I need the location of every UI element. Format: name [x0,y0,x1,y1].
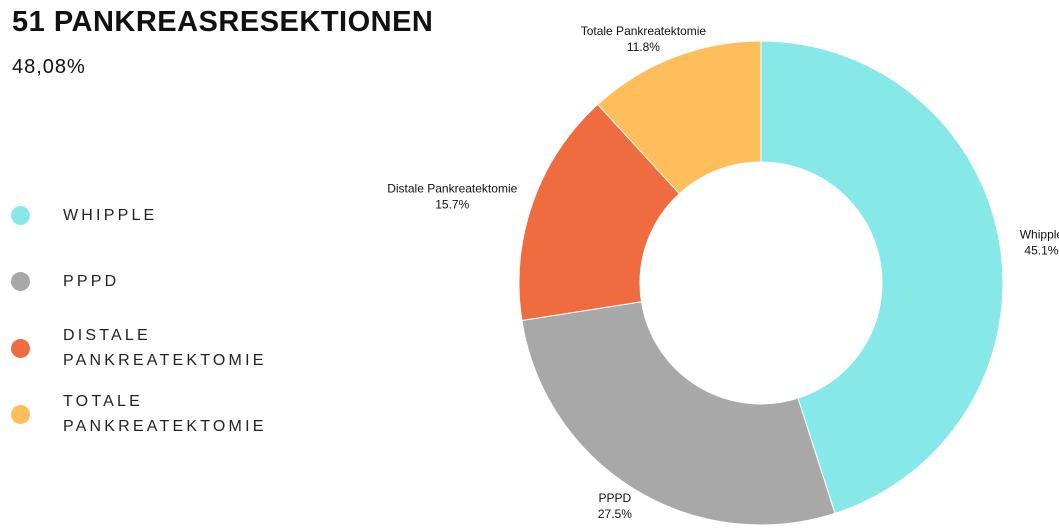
slice-label: Totale Pankreatektomie [581,24,707,38]
slice-value-label: 15.7% [435,197,469,211]
slice-label: Distale Pankreatektomie [387,181,517,195]
chart-title: 51 PANKREASRESEKTIONEN [12,6,434,38]
chart-subtitle: 48,08% [12,56,86,78]
legend-swatch [11,338,30,358]
donut-slice [521,301,836,526]
legend-item: TOTALE PANKREATEKTOMIE [11,389,301,439]
legend-label: TOTALE PANKREATEKTOMIE [63,393,267,435]
donut-slice [518,103,681,322]
legend-label: PPPD [63,272,120,290]
slice-value-label: 45.1% [1024,243,1058,257]
legend-item: PPPD [11,256,301,306]
legend-label: DISTALE PANKREATEKTOMIE [63,327,267,369]
legend-swatch [11,205,30,225]
donut-slice [760,40,1004,515]
donut-slice [596,40,762,195]
legend-swatch [11,271,30,291]
legend-swatch [11,404,30,424]
slice-value-label: 11.8% [627,40,660,54]
slice-label: Whipple [1020,227,1059,241]
slice-label: PPPD [599,491,632,505]
legend-label: WHIPPLE [63,206,158,224]
legend-item: DISTALE PANKREATEKTOMIE [11,323,301,373]
legend-item: WHIPPLE [11,190,301,240]
slice-value-label: 27.5% [598,507,632,521]
